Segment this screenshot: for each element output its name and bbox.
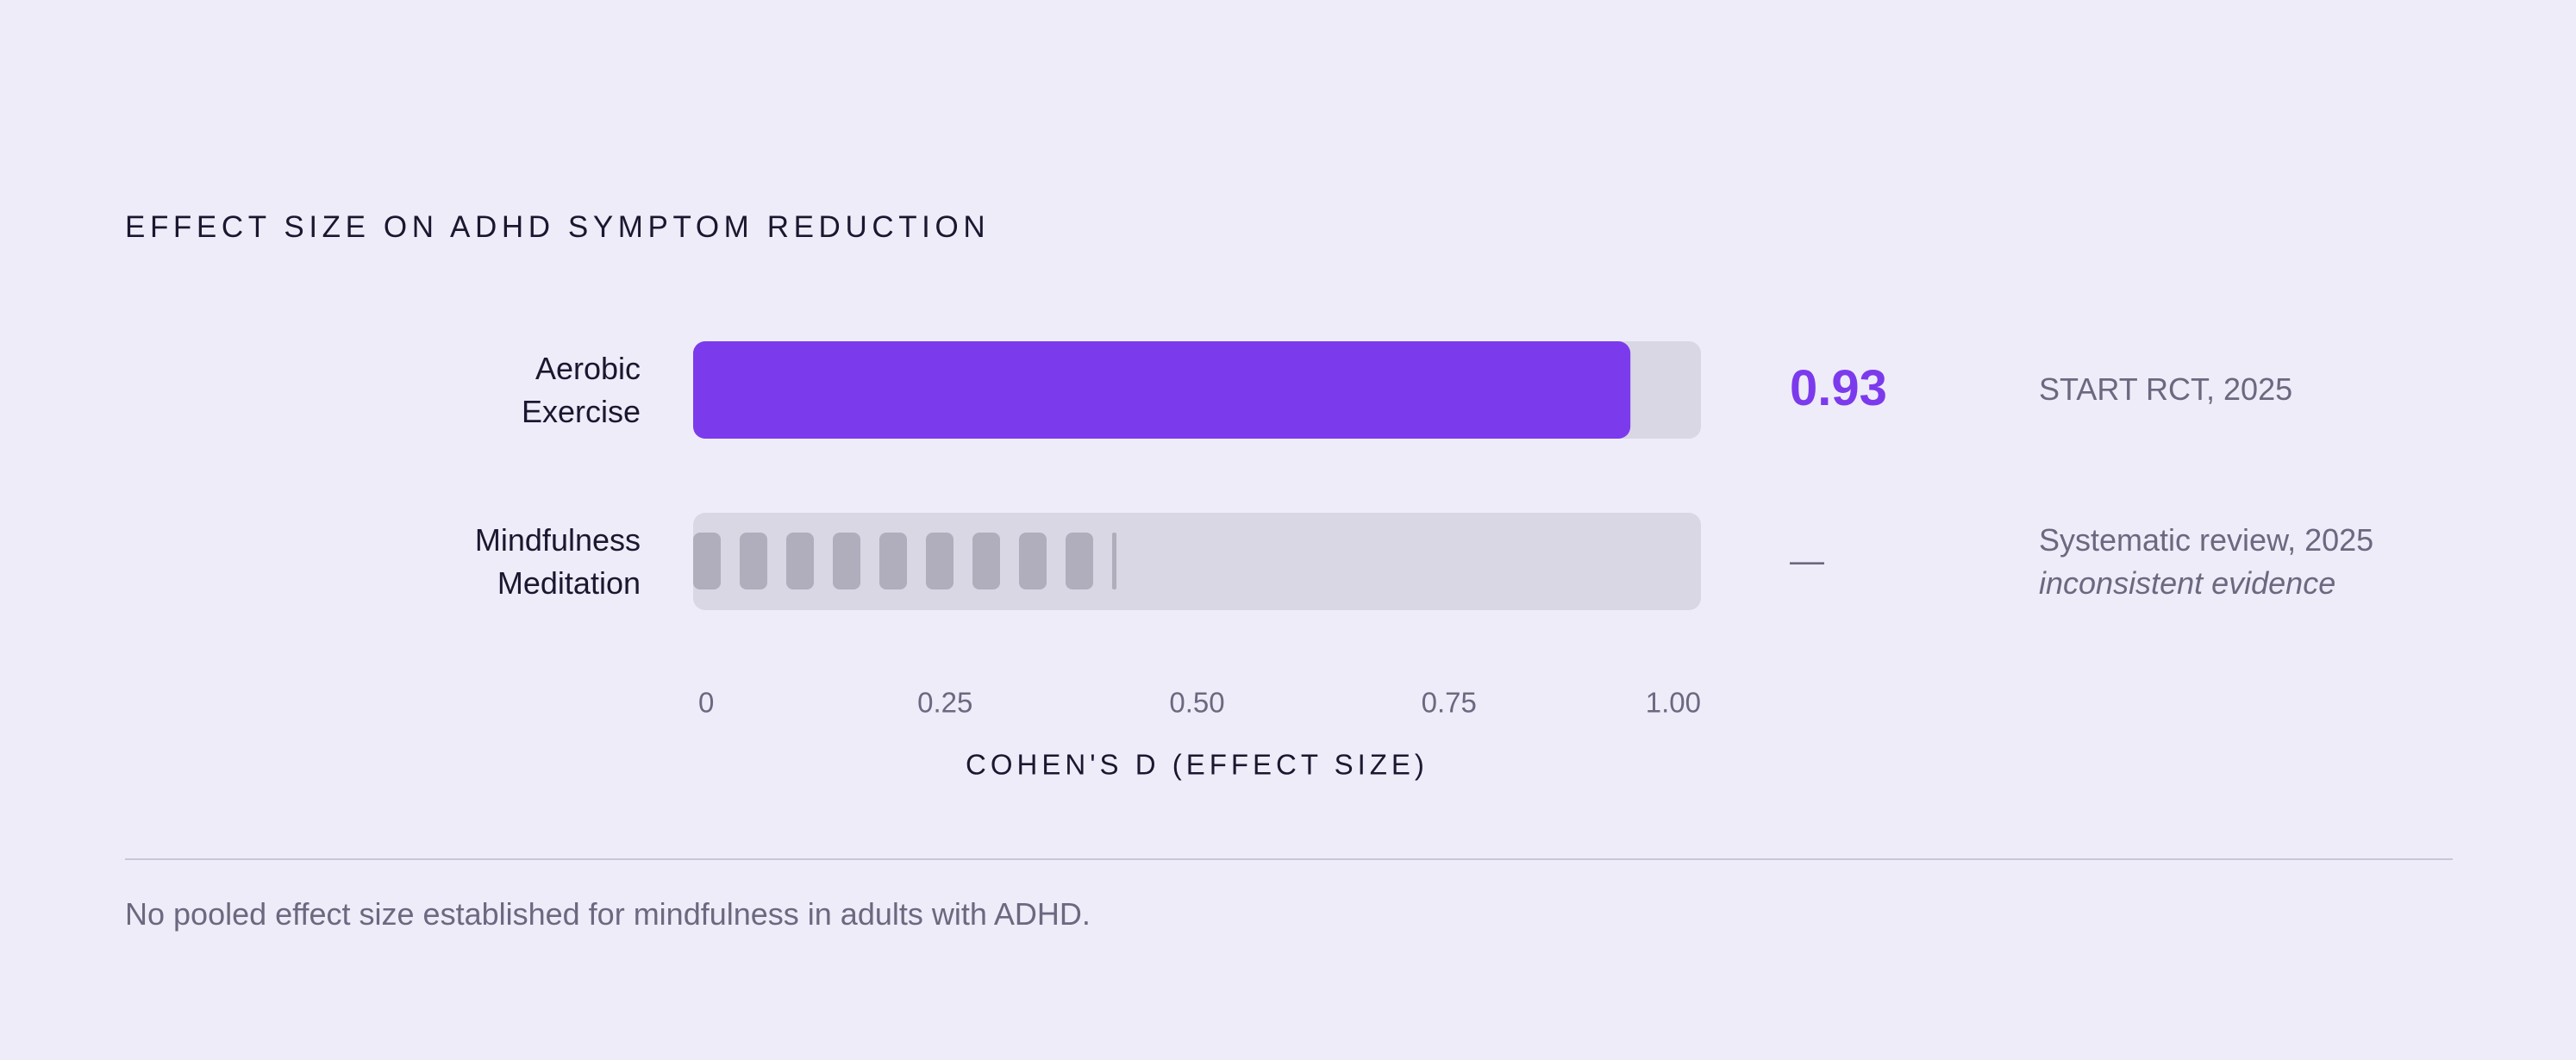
source-label: Systematic review, 2025 (2039, 521, 2374, 558)
chart-title: EFFECT SIZE ON ADHD SYMPTOM REDUCTION (125, 210, 991, 244)
placeholder-dash (926, 533, 953, 589)
placeholder-dash (786, 533, 814, 589)
placeholder-dash (740, 533, 767, 589)
placeholder-dash (693, 533, 721, 589)
placeholder-dash (879, 533, 907, 589)
placeholder-dash (972, 533, 1000, 589)
value-label: — (1790, 542, 1824, 580)
placeholder-dash (1112, 533, 1116, 589)
category-label: Mindfulness Meditation (474, 521, 641, 601)
x-tick-label: 0.75 (1422, 687, 1477, 719)
x-tick-label: 0.25 (917, 687, 972, 719)
evidence-note: inconsistent evidence (2039, 564, 2336, 601)
divider (125, 858, 2453, 860)
source-label: START RCT, 2025 (2039, 371, 2293, 407)
x-tick-label: 0.50 (1169, 687, 1224, 719)
x-tick-label: 0 (698, 687, 714, 719)
bar (693, 341, 1631, 439)
placeholder-dash (1066, 533, 1093, 589)
placeholder-dash (833, 533, 860, 589)
category-label: Aerobic Exercise (521, 350, 641, 429)
placeholder-dash (1019, 533, 1047, 589)
footnote: No pooled effect size established for mi… (125, 896, 1091, 932)
x-tick-label: 1.00 (1646, 687, 1701, 719)
x-axis-label: COHEN'S D (EFFECT SIZE) (966, 749, 1429, 781)
value-label: 0.93 (1790, 360, 1887, 416)
